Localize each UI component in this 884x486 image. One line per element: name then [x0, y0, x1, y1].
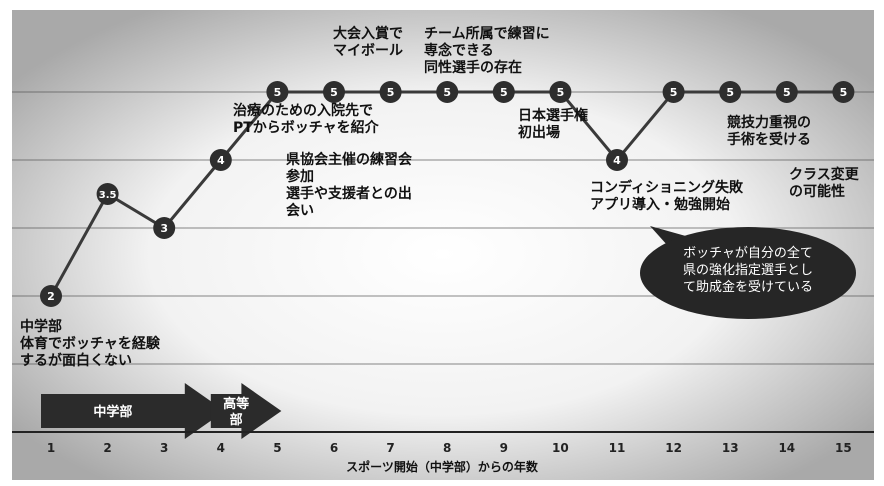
callout-text: て助成金を受けている: [683, 279, 813, 295]
annotation-japan-championship: 日本選手権 初出場: [518, 108, 588, 142]
data-label: 4: [613, 154, 621, 167]
callout-bubble: [640, 227, 856, 319]
data-point: [775, 81, 798, 103]
x-tick-label: 8: [443, 441, 451, 455]
data-point: [549, 81, 572, 103]
data-point: [492, 81, 515, 103]
x-axis-label: スポーツ開始（中学部）からの年数: [346, 459, 539, 474]
data-label: 5: [500, 86, 508, 99]
annotation-line: 大会入賞で: [333, 26, 403, 42]
data-point: [40, 285, 62, 307]
annotation-team-practice: チーム所属で練習に 専念できる 同性選手の存在: [424, 26, 550, 77]
data-label: 5: [443, 86, 451, 99]
data-point: [96, 183, 119, 205]
data-point: [662, 81, 685, 103]
annotation-line: コンディショニング失敗: [590, 180, 744, 196]
data-label: 5: [557, 86, 565, 99]
data-point: [153, 217, 176, 239]
x-tick-label: 13: [722, 441, 739, 455]
data-point: [719, 81, 742, 103]
data-point: [832, 81, 855, 103]
annotation-class-change: クラス変更 の可能性: [789, 167, 859, 201]
phase-arrow: [41, 383, 225, 439]
x-tick-label: 7: [386, 441, 394, 455]
phase-label: 部: [230, 412, 243, 428]
x-tick-label: 14: [778, 441, 795, 455]
x-tick-label: 2: [103, 441, 111, 455]
x-tick-label: 1: [47, 441, 55, 455]
x-tick-label: 11: [609, 441, 626, 455]
data-label: 2: [47, 290, 55, 303]
phase-label: 中学部: [93, 404, 132, 420]
x-tick-label: 12: [665, 441, 682, 455]
x-tick-label: 15: [835, 441, 852, 455]
annotation-line: 競技力重視の: [727, 115, 811, 131]
data-point: [266, 81, 289, 103]
annotation-conditioning: コンディショニング失敗 アプリ導入・勉強開始: [590, 180, 743, 214]
annotation-line: PTからボッチャを紹介: [233, 120, 379, 136]
x-tick-label: 4: [217, 441, 225, 455]
annotation-line: 手術を受ける: [727, 132, 811, 148]
x-tick-label: 10: [552, 441, 569, 455]
annotation-line: 体育でボッチャを経験: [20, 336, 160, 352]
annotation-line: アプリ導入・勉強開始: [590, 197, 730, 213]
annotation-line: チーム所属で練習に: [424, 26, 550, 42]
annotation-line: 同性選手の存在: [424, 60, 522, 76]
x-tick-label: 9: [500, 441, 508, 455]
callout-text: 県の強化指定選手とし: [683, 263, 813, 278]
data-point: [209, 149, 232, 171]
phase-arrow: [210, 383, 282, 439]
data-label: 4: [217, 154, 225, 167]
annotation-surgery: 競技力重視の 手術を受ける: [727, 115, 811, 149]
data-point: [323, 81, 345, 103]
x-tick-label: 5: [273, 441, 281, 455]
x-tick-label: 3: [160, 441, 168, 455]
annotation-line: 会い: [286, 203, 314, 219]
data-label: 5: [783, 86, 791, 99]
data-label: 5: [670, 86, 678, 99]
annotation-hospital-pt: 治療のための入院先で PTからボッチャを紹介: [233, 103, 379, 137]
data-label: 5: [840, 86, 848, 99]
annotation-line: 日本選手権: [518, 108, 588, 124]
data-point: [436, 81, 459, 103]
data-point: [379, 81, 402, 103]
annotation-prefecture-practice: 県協会主催の練習会 参加 選手や支援者との出 会い: [286, 152, 412, 220]
annotation-tournament-ball: 大会入賞で マイボール: [333, 26, 403, 60]
annotation-line: 中学部: [20, 319, 62, 335]
annotation-line: の可能性: [789, 184, 845, 200]
data-label: 5: [387, 86, 395, 99]
annotation-line: するが面白くない: [20, 353, 132, 369]
annotation-line: マイボール: [333, 43, 403, 59]
callout-text: ボッチャが自分の全て: [683, 245, 813, 261]
phase-label: 高等: [223, 396, 249, 412]
data-point: [606, 149, 628, 171]
data-label: 5: [274, 86, 282, 99]
data-label: 3: [160, 222, 168, 235]
annotation-line: 県協会主催の練習会: [286, 152, 412, 168]
data-label: 3.5: [99, 190, 117, 201]
annotation-line: 選手や支援者との出: [286, 186, 412, 202]
x-tick-label: 6: [330, 441, 338, 455]
data-label: 5: [330, 86, 338, 99]
annotation-line: 初出場: [518, 125, 560, 141]
annotation-junior-high: 中学部 体育でボッチャを経験 するが面白くない: [20, 319, 160, 370]
data-label: 5: [726, 86, 734, 99]
annotation-line: 専念できる: [424, 43, 494, 59]
annotation-line: クラス変更: [789, 167, 859, 183]
annotation-line: 治療のための入院先で: [233, 103, 373, 119]
annotation-line: 参加: [286, 169, 314, 185]
